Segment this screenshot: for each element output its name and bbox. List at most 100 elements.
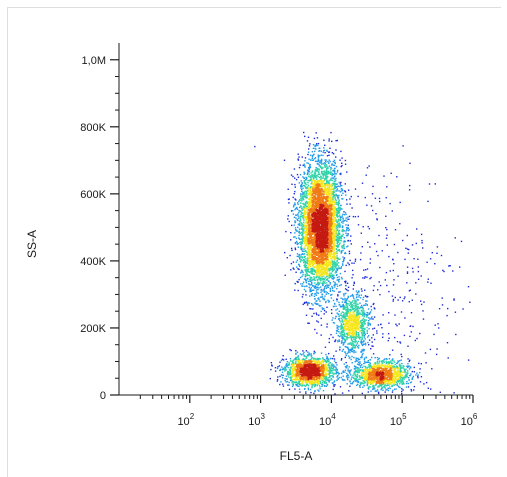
data-point [378, 281, 380, 283]
data-point [345, 280, 347, 282]
data-point [309, 186, 312, 189]
data-point [326, 178, 328, 180]
data-point [304, 157, 307, 159]
data-point [390, 360, 392, 362]
data-point [328, 341, 330, 344]
data-point [345, 311, 347, 314]
data-point [327, 380, 330, 382]
data-point [303, 211, 306, 213]
data-point [329, 160, 331, 163]
data-point [363, 382, 366, 384]
data-point [422, 247, 424, 249]
data-point [305, 240, 307, 243]
data-point [363, 350, 365, 352]
data-point [301, 209, 304, 212]
data-point [342, 217, 344, 219]
data-point [305, 231, 307, 233]
data-point [316, 137, 319, 139]
data-point [357, 347, 360, 349]
data-point [320, 362, 322, 364]
data-point [388, 361, 390, 363]
data-point [395, 388, 397, 390]
data-point [330, 375, 332, 377]
data-point [279, 361, 281, 363]
data-point [340, 359, 343, 361]
data-point [346, 246, 348, 248]
data-point [336, 300, 338, 302]
data-point [320, 317, 322, 320]
data-point [326, 181, 328, 184]
data-point [311, 268, 313, 271]
data-point [341, 329, 344, 332]
data-point [332, 247, 334, 249]
data-point [373, 338, 376, 341]
data-point [321, 180, 324, 183]
data-point [311, 171, 314, 173]
data-point [373, 285, 375, 287]
data-point [302, 285, 304, 287]
data-point [401, 367, 403, 369]
data-point [342, 375, 344, 377]
data-point [333, 183, 335, 185]
data-point [310, 355, 313, 357]
data-point [329, 194, 331, 197]
data-point [331, 369, 333, 371]
data-point [347, 374, 349, 377]
data-point [288, 381, 290, 384]
data-point [346, 383, 348, 385]
data-point [359, 362, 361, 365]
data-point [311, 379, 313, 382]
data-point [338, 331, 340, 333]
data-point [310, 381, 312, 384]
data-point [404, 375, 407, 378]
data-point [332, 231, 334, 233]
data-point [355, 305, 357, 307]
data-point [276, 380, 279, 382]
data-point [338, 372, 340, 375]
data-point [368, 320, 370, 322]
data-point [377, 324, 380, 326]
data-point [306, 162, 308, 164]
data-point [307, 136, 310, 138]
data-point [353, 356, 355, 359]
data-point [332, 322, 335, 324]
data-point [380, 366, 383, 368]
data-point [335, 165, 338, 168]
data-point [348, 371, 351, 373]
data-point [332, 214, 334, 216]
data-point [369, 386, 372, 388]
data-point [394, 368, 397, 371]
data-point [295, 377, 297, 379]
data-point [384, 279, 386, 281]
data-point [361, 315, 364, 317]
data-point [334, 213, 336, 215]
data-point [399, 368, 402, 370]
data-point [358, 327, 360, 330]
data-point [346, 314, 348, 316]
data-point [297, 226, 299, 228]
data-point [323, 297, 325, 299]
data-point [403, 297, 405, 300]
data-point [335, 366, 337, 368]
data-point [353, 334, 355, 336]
data-point [385, 362, 388, 364]
data-point [325, 164, 328, 166]
data-point [323, 291, 326, 293]
data-point [361, 311, 363, 313]
data-point [390, 172, 392, 174]
data-point [290, 262, 293, 265]
data-point [336, 213, 338, 215]
data-point [334, 373, 336, 375]
data-point [308, 322, 310, 324]
data-point [296, 242, 298, 244]
data-point [343, 211, 345, 213]
data-point [312, 384, 314, 386]
data-point [321, 377, 323, 379]
data-point [308, 267, 310, 269]
data-point [431, 368, 433, 370]
data-point [318, 180, 320, 182]
data-point [313, 186, 315, 188]
data-point [314, 160, 317, 162]
data-point [363, 314, 365, 316]
data-point [298, 223, 300, 225]
